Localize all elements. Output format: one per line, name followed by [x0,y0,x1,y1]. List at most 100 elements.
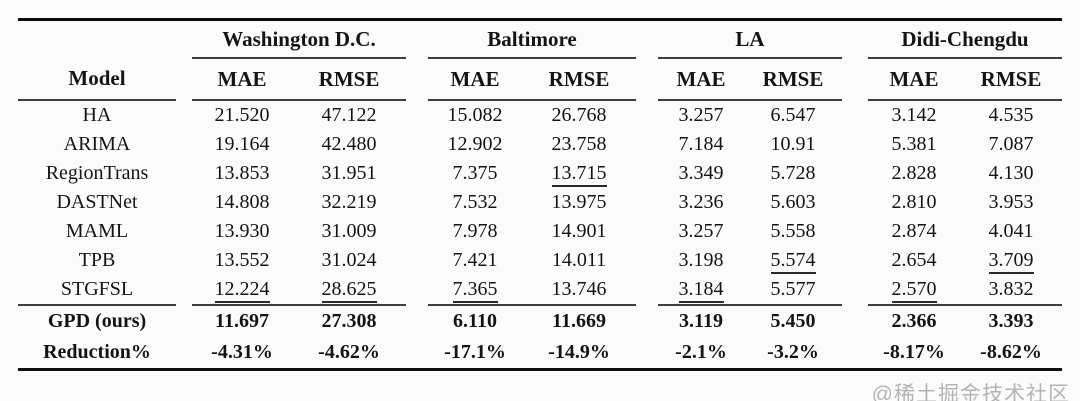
table-row-regiontrans: RegionTrans 13.853 31.951 7.375 13.715 3… [18,159,1062,188]
metric-cell: 6.110 [428,304,522,337]
metric-cell: 13.930 [214,220,270,242]
metric-cell: 3.184 [658,275,744,305]
metric-cell: 7.087 [988,133,1034,155]
column-header-baltimore: Baltimore [428,19,636,59]
metric-cell: 11.697 [192,304,292,337]
metric-cell: -4.31% [211,341,273,363]
gap [176,20,192,59]
gap [636,58,658,100]
metric-cell: 10.91 [770,133,816,155]
metric-cell: 31.024 [321,249,377,271]
metric-cell: 7.421 [452,249,498,271]
gap [842,275,868,305]
metric-cell: 3.393 [960,304,1062,337]
metric-cell: 3.349 [678,162,724,184]
metric-cell: 3.236 [678,191,724,213]
metric-cell: 3.142 [891,104,937,126]
second-best-value: 28.625 [321,278,377,303]
gap [406,20,428,59]
gap [636,337,658,370]
metric-cell: 2.828 [891,162,937,184]
metric-cell: -8.62% [980,341,1042,363]
header-balt-rmse: RMSE [522,58,636,101]
gap [406,305,428,337]
metric-cell: -8.17% [883,341,945,363]
metric-cell: 3.257 [678,104,724,126]
metric-cell: 3.832 [988,278,1034,300]
metric-cell: 14.808 [214,191,270,213]
metric-cell: 42.480 [321,133,377,155]
metric-cell: 14.011 [551,249,607,271]
metric-cell: 5.558 [770,220,816,242]
sub-header-row: Model MAE RMSE MAE RMSE MAE RMSE MAE RMS… [18,58,1062,101]
model-name: TPB [78,249,116,271]
metric-cell: 23.758 [551,133,607,155]
gap [406,246,428,275]
gap [176,217,192,246]
model-name: Reduction% [43,341,151,363]
metric-cell: 5.450 [744,304,842,337]
metric-cell: 5.381 [891,133,937,155]
header-balt-mae: MAE [428,58,522,101]
gap [842,305,868,337]
gap [842,20,868,59]
metric-cell: 13.853 [214,162,270,184]
metric-cell: 3.709 [960,246,1062,275]
model-name: STGFSL [60,278,134,300]
metric-cell: 28.625 [292,275,406,305]
model-name: HA [82,104,112,126]
header-wdc-mae: MAE [192,58,292,101]
second-best-value: 3.709 [988,249,1034,274]
column-header-la: LA [658,19,842,59]
gap [842,188,868,217]
gap [636,159,658,188]
gap [406,337,428,370]
gap [176,275,192,305]
gap [406,159,428,188]
metric-cell: 5.728 [770,162,816,184]
second-best-value: 3.184 [678,278,724,303]
gap [406,275,428,305]
metric-cell: 32.219 [321,191,377,213]
metric-cell: 12.902 [447,133,503,155]
metric-cell: 5.603 [770,191,816,213]
metric-cell: 4.130 [988,162,1034,184]
model-name: DASTNet [56,191,138,213]
gap [842,100,868,130]
metric-cell: 5.577 [770,278,816,300]
metric-cell: 2.570 [868,275,960,305]
gap [406,58,428,100]
column-header-model: Model [18,58,176,101]
metric-cell: 14.901 [551,220,607,242]
second-best-value: 12.224 [214,278,270,303]
gap [636,100,658,130]
gap [842,130,868,159]
metric-cell: 4.535 [988,104,1034,126]
model-name: RegionTrans [45,162,149,184]
gap [406,130,428,159]
metric-cell: 11.669 [522,304,636,337]
second-best-value: 5.574 [770,249,816,274]
gap [406,217,428,246]
gap [636,130,658,159]
metric-cell: 4.041 [988,220,1034,242]
results-table: Washington D.C. Baltimore LA Didi-Chengd… [18,18,1062,371]
gap [842,58,868,100]
metric-cell: 47.122 [321,104,377,126]
gap [636,246,658,275]
header-wdc-rmse: RMSE [292,58,406,101]
header-didi-mae: MAE [868,58,960,101]
table-row-gpd-ours: GPD (ours) 11.697 27.308 6.110 11.669 3.… [18,304,1062,337]
metric-cell: 2.874 [891,220,937,242]
metric-cell: 2.366 [868,304,960,337]
metric-cell: 13.746 [551,278,607,300]
watermark: @稀土掘金技术社区 [871,383,1070,401]
metric-cell: 12.224 [192,275,292,305]
metric-cell: -14.9% [548,341,610,363]
metric-cell: 31.009 [321,220,377,242]
blank-cell [18,20,176,59]
metric-cell: 3.953 [988,191,1034,213]
second-best-value: 7.365 [452,278,498,303]
metric-cell: 3.198 [678,249,724,271]
metric-cell: 7.978 [452,220,498,242]
